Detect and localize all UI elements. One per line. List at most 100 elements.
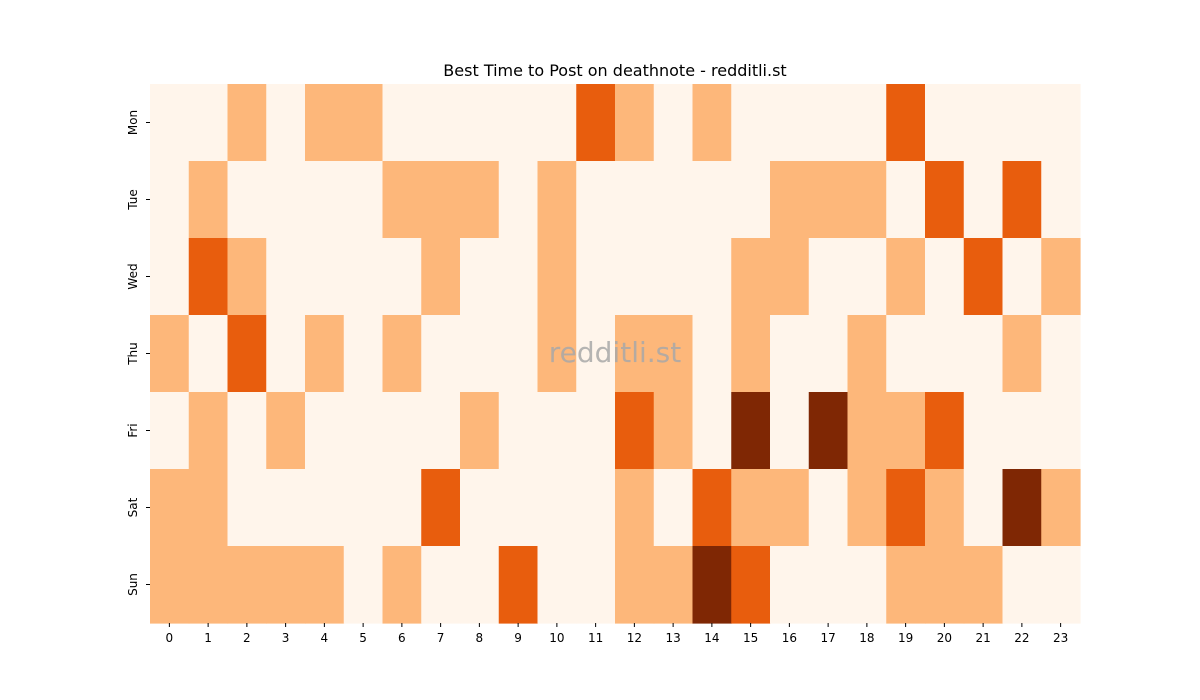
heatmap-cell-wed-8 <box>460 238 500 316</box>
heatmap-cell-sun-20 <box>925 546 965 624</box>
heatmap-cell-sat-21 <box>963 469 1004 547</box>
chart-title: Best Time to Post on deathnote - redditl… <box>443 61 786 80</box>
heatmap-cell-wed-5 <box>343 238 384 316</box>
heatmap-cell-sat-9 <box>498 469 539 547</box>
heatmap-cell-fri-14 <box>692 392 732 470</box>
heatmap-cell-mon-19 <box>886 84 926 162</box>
heatmap-cell-mon-13 <box>653 84 694 162</box>
y-tick-label: Sun <box>126 573 140 596</box>
heatmap-cell-thu-18 <box>847 315 887 393</box>
x-tick-label: 20 <box>937 631 952 645</box>
heatmap-cell-fri-13 <box>653 392 694 470</box>
heatmap-cell-tue-19 <box>886 161 926 239</box>
x-tick-label: 18 <box>859 631 874 645</box>
heatmap-cell-fri-19 <box>886 392 926 470</box>
heatmap-cell-tue-7 <box>421 161 461 239</box>
heatmap-cell-thu-1 <box>188 315 229 393</box>
heatmap-cell-wed-21 <box>963 238 1004 316</box>
heatmap-cell-sun-6 <box>382 546 422 624</box>
heatmap-cell-tue-15 <box>731 161 771 239</box>
heatmap-cell-thu-3 <box>266 315 306 393</box>
heatmap-cell-tue-20 <box>925 161 965 239</box>
heatmap-cell-sat-7 <box>421 469 461 547</box>
heatmap-cell-tue-6 <box>382 161 422 239</box>
heatmap-cell-fri-1 <box>188 392 229 470</box>
x-tick-label: 23 <box>1053 631 1068 645</box>
heatmap-cell-thu-15 <box>731 315 771 393</box>
heatmap-cell-wed-20 <box>925 238 965 316</box>
heatmap-cell-sun-19 <box>886 546 926 624</box>
heatmap-cell-wed-9 <box>498 238 539 316</box>
heatmap-cell-sat-14 <box>692 469 732 547</box>
heatmap-cell-tue-0 <box>150 161 190 239</box>
x-tick-label: 17 <box>820 631 835 645</box>
heatmap-cell-sat-23 <box>1041 469 1081 547</box>
heatmap-cell-fri-16 <box>770 392 810 470</box>
heatmap-cell-mon-16 <box>770 84 810 162</box>
heatmap-cell-mon-7 <box>421 84 461 162</box>
heatmap-cells <box>150 84 1081 624</box>
heatmap-cell-mon-5 <box>343 84 384 162</box>
x-tick-label: 13 <box>665 631 680 645</box>
heatmap-cell-wed-0 <box>150 238 190 316</box>
heatmap-cell-tue-3 <box>266 161 306 239</box>
y-tick-label: Tue <box>126 189 140 211</box>
heatmap-cell-sun-10 <box>537 546 577 624</box>
heatmap-cell-mon-2 <box>227 84 267 162</box>
heatmap-cell-mon-0 <box>150 84 190 162</box>
heatmap-cell-sat-13 <box>653 469 694 547</box>
heatmap-cell-fri-22 <box>1002 392 1042 470</box>
heatmap-cell-mon-18 <box>847 84 887 162</box>
y-tick-label: Sat <box>126 497 140 517</box>
heatmap-cell-tue-11 <box>576 161 616 239</box>
heatmap-cell-mon-21 <box>963 84 1004 162</box>
heatmap-cell-sun-5 <box>343 546 384 624</box>
heatmap-cell-sun-4 <box>305 546 345 624</box>
heatmap-cell-fri-0 <box>150 392 190 470</box>
heatmap-cell-fri-21 <box>963 392 1004 470</box>
heatmap-cell-tue-5 <box>343 161 384 239</box>
heatmap-cell-mon-6 <box>382 84 422 162</box>
heatmap-cell-mon-1 <box>188 84 229 162</box>
heatmap-cell-sat-3 <box>266 469 306 547</box>
heatmap-cell-wed-6 <box>382 238 422 316</box>
heatmap-cell-thu-8 <box>460 315 500 393</box>
x-tick-label: 22 <box>1014 631 1029 645</box>
heatmap-cell-fri-2 <box>227 392 267 470</box>
heatmap-cell-mon-23 <box>1041 84 1081 162</box>
heatmap-cell-sat-0 <box>150 469 190 547</box>
heatmap-cell-sat-6 <box>382 469 422 547</box>
heatmap-cell-fri-8 <box>460 392 500 470</box>
heatmap-cell-sun-8 <box>460 546 500 624</box>
x-tick-label: 11 <box>588 631 603 645</box>
heatmap-cell-wed-16 <box>770 238 810 316</box>
heatmap-cell-sun-12 <box>615 546 655 624</box>
heatmap-cell-sat-18 <box>847 469 887 547</box>
heatmap-cell-thu-16 <box>770 315 810 393</box>
heatmap-cell-wed-3 <box>266 238 306 316</box>
heatmap-cell-sat-2 <box>227 469 267 547</box>
heatmap-cell-thu-5 <box>343 315 384 393</box>
y-axis: Mon Tue Wed Thu Fri Sat Sun <box>126 110 150 596</box>
heatmap-cell-fri-18 <box>847 392 887 470</box>
heatmap-cell-tue-12 <box>615 161 655 239</box>
heatmap-cell-mon-14 <box>692 84 732 162</box>
heatmap-cell-mon-22 <box>1002 84 1042 162</box>
x-tick-label: 12 <box>627 631 642 645</box>
heatmap-cell-sat-17 <box>808 469 849 547</box>
heatmap-cell-tue-13 <box>653 161 694 239</box>
x-tick-label: 10 <box>549 631 564 645</box>
heatmap-cell-sat-19 <box>886 469 926 547</box>
watermark-text: redditli.st <box>549 336 681 369</box>
heatmap-cell-tue-1 <box>188 161 229 239</box>
heatmap-cell-wed-7 <box>421 238 461 316</box>
heatmap-cell-sat-10 <box>537 469 577 547</box>
heatmap-cell-fri-6 <box>382 392 422 470</box>
heatmap-cell-mon-9 <box>498 84 539 162</box>
heatmap-cell-wed-4 <box>305 238 345 316</box>
heatmap-cell-sun-9 <box>498 546 539 624</box>
heatmap-cell-sat-16 <box>770 469 810 547</box>
heatmap-cell-sat-4 <box>305 469 345 547</box>
heatmap-cell-thu-20 <box>925 315 965 393</box>
x-tick-label: 6 <box>398 631 406 645</box>
